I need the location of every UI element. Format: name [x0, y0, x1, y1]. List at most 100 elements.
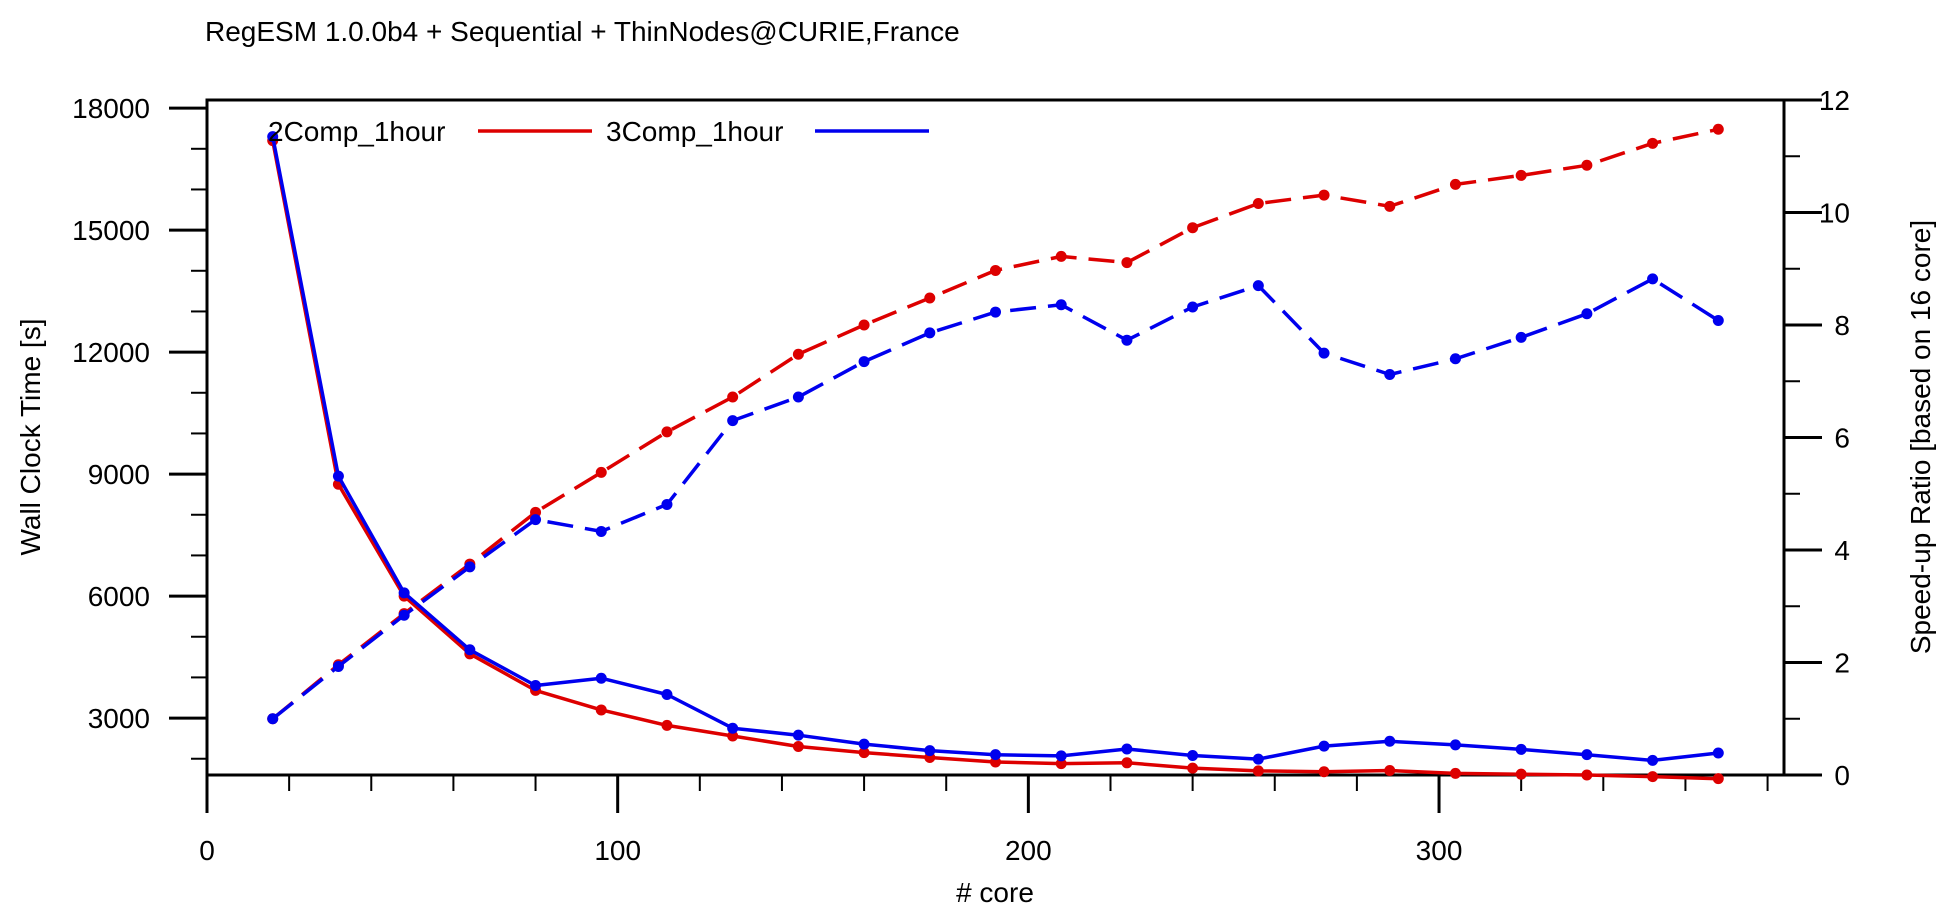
data-point: [990, 306, 1001, 318]
data-point: [1712, 773, 1724, 785]
data-point: [1252, 280, 1264, 292]
data-point: [1515, 768, 1527, 780]
data-point: [1055, 299, 1067, 311]
x-tick-label: 200: [1005, 835, 1052, 866]
data-point: [1449, 767, 1461, 779]
data-point: [1252, 765, 1264, 777]
x-tick-label: 300: [1416, 835, 1463, 866]
series-1-solid: [267, 131, 1724, 766]
data-point: [1581, 159, 1593, 171]
x-axis-label: # core: [956, 877, 1034, 908]
data-point: [1121, 334, 1133, 346]
y-tick-label: 15000: [72, 215, 150, 246]
data-point: [924, 327, 936, 339]
y-tick-label: 18000: [72, 93, 150, 124]
data-point: [924, 745, 936, 757]
data-point: [1187, 749, 1199, 761]
data-point: [792, 391, 804, 403]
data-point: [1515, 331, 1527, 343]
data-point: [1647, 137, 1659, 149]
data-point: [1581, 769, 1593, 781]
y2-tick-label: 0: [1834, 760, 1850, 791]
data-point: [1384, 200, 1396, 212]
y2-tick-label: 8: [1834, 310, 1850, 341]
data-point: [530, 680, 542, 692]
data-point: [1187, 301, 1199, 313]
series-line: [271, 277, 1720, 721]
x-tick-label: 100: [594, 835, 641, 866]
data-point: [1581, 308, 1593, 320]
data-point: [1449, 178, 1461, 190]
data-point: [1055, 250, 1067, 262]
data-point: [1187, 762, 1199, 774]
data-point: [1318, 189, 1330, 201]
data-point: [1252, 198, 1264, 209]
y-axis-label: Wall Clock Time [s]: [15, 319, 46, 556]
data-point: [1515, 169, 1527, 181]
series-0-solid: [267, 135, 1724, 785]
y2-tick-label: 2: [1834, 648, 1850, 679]
data-point: [464, 644, 476, 656]
data-point: [858, 319, 870, 331]
data-point: [1712, 747, 1724, 759]
data-point: [267, 131, 279, 143]
y2-tick-label: 4: [1834, 535, 1850, 566]
axis-ticks: [169, 98, 1822, 813]
data-point: [595, 466, 607, 478]
series-2-dashed: [267, 123, 1724, 725]
data-point: [858, 747, 870, 759]
data-point: [595, 525, 607, 537]
y2-tick-label: 6: [1834, 423, 1850, 454]
series-3-dashed: [267, 273, 1724, 725]
data-point: [1055, 750, 1067, 762]
data-point: [792, 741, 804, 753]
y-tick-label: 3000: [88, 703, 150, 734]
data-point: [661, 498, 673, 510]
data-point: [1121, 743, 1133, 755]
data-point: [267, 713, 279, 725]
y-tick-label: 6000: [88, 581, 150, 612]
data-point: [1187, 222, 1199, 234]
data-point: [530, 514, 542, 526]
data-point: [1647, 273, 1659, 285]
legend: 2Comp_1hour 3Comp_1hour: [268, 116, 929, 147]
y2-tick-label: 12: [1819, 85, 1850, 116]
data-point: [1384, 369, 1396, 380]
data-point: [1384, 735, 1396, 747]
data-point: [1121, 757, 1133, 769]
data-point: [727, 391, 739, 403]
data-point: [990, 264, 1001, 276]
data-point: [727, 415, 739, 427]
axis-tick-labels: 0 100 200 300 3000 6000 9000 12000 15000 18000 0 2 4…: [72, 85, 1850, 866]
data-point: [1318, 740, 1330, 752]
y2-axis-label: Speed-up Ratio [based on 16 core]: [1905, 220, 1936, 654]
data-point: [661, 688, 673, 700]
data-point: [990, 749, 1001, 761]
data-point: [398, 609, 410, 621]
data-point: [1384, 765, 1396, 777]
data-point: [858, 738, 870, 750]
data-point: [1712, 315, 1724, 326]
chart-title: RegESM 1.0.0b4 + Sequential + ThinNodes@…: [205, 16, 960, 47]
data-point: [661, 719, 673, 731]
y-tick-label: 9000: [88, 459, 150, 490]
data-point: [1515, 743, 1527, 755]
data-point: [1581, 749, 1593, 761]
data-point: [1712, 123, 1724, 135]
series-layer: [267, 123, 1724, 785]
x-tick-label: 0: [199, 835, 215, 866]
data-point: [464, 561, 476, 573]
data-point: [1252, 753, 1264, 765]
data-point: [727, 730, 739, 742]
data-point: [1318, 347, 1330, 359]
plot-frame: [205, 98, 1786, 777]
data-point: [332, 660, 344, 672]
data-point: [1647, 754, 1659, 766]
y-tick-label: 12000: [72, 337, 150, 368]
series-line: [270, 140, 1719, 781]
data-point: [1449, 353, 1461, 365]
data-point: [1647, 771, 1659, 783]
data-point: [595, 672, 607, 684]
data-point: [1055, 758, 1067, 770]
